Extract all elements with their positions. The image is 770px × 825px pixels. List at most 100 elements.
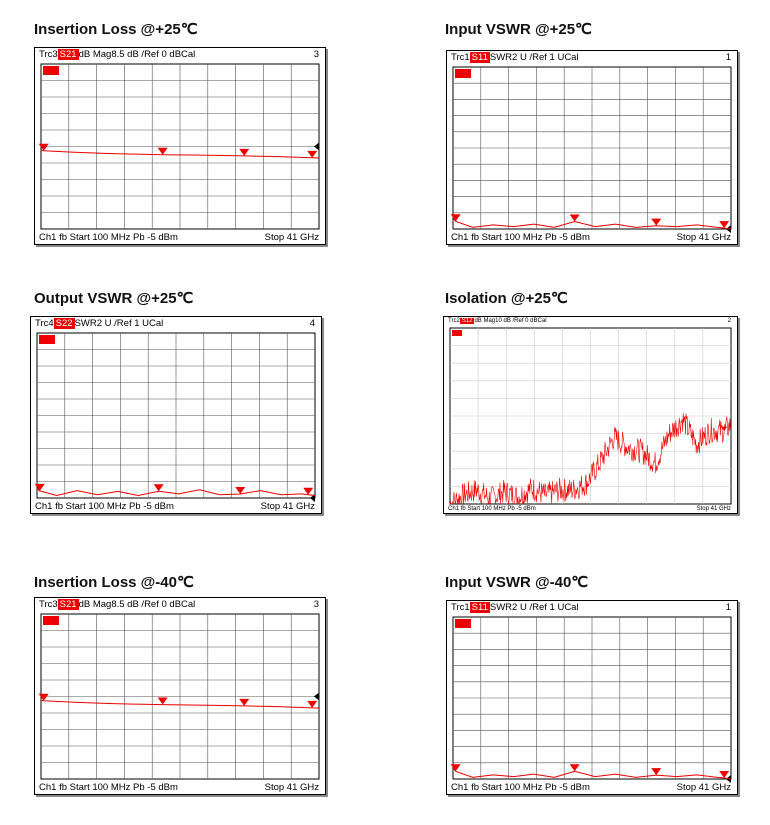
trace-footer: Ch1 fb Start 100 MHz Pb -5 dBm [39, 232, 178, 243]
scale-label: 8.5 dB / [111, 599, 145, 610]
channel-number: 3 [313, 49, 319, 60]
trace-marker [153, 484, 164, 492]
trace-marker [239, 148, 250, 156]
channel-number: 2 [727, 318, 731, 324]
power-label: -5 dBm [147, 232, 178, 243]
channel-label: Ch1 [39, 232, 57, 243]
cal-label: Cal [564, 52, 579, 63]
active-trace-tag [39, 335, 55, 344]
pb-label: Pb [545, 782, 557, 793]
stop-frequency: Stop 41 GHz [264, 782, 319, 793]
trace-line [449, 412, 732, 506]
trace-header: Trc3 S21 dB Mag 8.5 dB / Ref 0 dB Cal [39, 49, 195, 63]
trace-line [40, 699, 320, 709]
stop-frequency: Stop 41 GHz [676, 232, 731, 243]
power-label: -5 dBm [147, 782, 178, 793]
power-label: -5 dBm [559, 782, 590, 793]
pb-label: Pb [129, 501, 141, 512]
trace-footer: Ch1 fb Start 100 MHz Pb -5 dBm [451, 232, 590, 243]
trace-footer: Ch1 fb Start 100 MHz Pb -5 dBm [448, 506, 536, 512]
active-trace-tag [455, 69, 471, 78]
trace-line [452, 767, 732, 780]
ref-label: Ref 0 dB [144, 599, 182, 610]
param-tag: S22 [53, 318, 75, 329]
plot-area [450, 616, 732, 783]
trace-marker [569, 764, 580, 772]
trace-marker [157, 147, 168, 155]
fb-label: fb [59, 782, 68, 793]
stop-frequency: Stop 41 GHz [260, 501, 315, 512]
power-label: -5 dBm [143, 501, 174, 512]
fb-label: fb [471, 782, 480, 793]
format-label: dB Mag [78, 49, 112, 60]
cal-label: Cal [181, 599, 196, 610]
channel-label: Ch1 [451, 232, 469, 243]
analyzer-screen: Trc3 S21 dB Mag 8.5 dB / Ref 0 dB Cal 3 Ch… [34, 597, 326, 795]
trace-name: Trc1 [451, 602, 470, 613]
trace-marker [38, 143, 49, 151]
trace-marker [719, 770, 730, 778]
cal-label: Cal [149, 318, 164, 329]
analyzer-screen: Trc4 S22 SWR 2 U / Ref 1 U Cal 4 Ch1 fb St… [30, 316, 322, 514]
trace-marker [307, 700, 318, 708]
scale-label: 10 dB / [495, 318, 515, 324]
trace-name: Trc4 [35, 318, 54, 329]
cal-label: Cal [564, 602, 579, 613]
analyzer-screen: Trc1 S11 SWR 2 U / Ref 1 U Cal 1 Ch1 fb St… [446, 600, 738, 795]
param-tag: S12 [459, 318, 475, 324]
trace-marker [569, 214, 580, 222]
trace-header: Trc2 S12 dB Mag 10 dB / Ref 0 dB Cal [448, 318, 547, 332]
cal-label: Cal [181, 49, 196, 60]
start-frequency: Start 100 MHz [481, 232, 543, 243]
trace-footer: Ch1 fb Start 100 MHz Pb -5 dBm [451, 782, 590, 793]
chart-title: Insertion Loss @+25℃ [34, 21, 198, 38]
ref-label: Ref 0 dB [144, 49, 182, 60]
ref-level-arrow [314, 692, 319, 701]
ref-label: Ref 1 U [532, 602, 565, 613]
stop-frequency: Stop 41 GHz [264, 232, 319, 243]
format-label: SWR [489, 52, 513, 63]
trace-header: Trc4 S22 SWR 2 U / Ref 1 U Cal [35, 318, 163, 332]
channel-label: Ch1 [451, 782, 469, 793]
channel-label: Ch1 [448, 506, 460, 512]
active-trace-tag [43, 616, 59, 625]
scale-label: 2 U / [512, 602, 533, 613]
power-label: -5 dBm [516, 506, 536, 512]
chart-title: Input VSWR @-40℃ [445, 574, 589, 591]
trace-line [452, 217, 732, 230]
start-frequency: Start 100 MHz [481, 782, 543, 793]
trace-marker [651, 218, 662, 226]
trace-marker [307, 150, 318, 158]
chart-title: Insertion Loss @-40℃ [34, 574, 194, 591]
trace-marker [157, 697, 168, 705]
channel-number: 3 [313, 599, 319, 610]
stop-frequency: Stop 41 GHz [696, 506, 731, 512]
plot-area [38, 613, 320, 780]
cal-label: Cal [537, 318, 547, 324]
trace-footer: Ch1 fb Start 100 MHz Pb -5 dBm [39, 782, 178, 793]
channel-number: 1 [725, 602, 731, 613]
ref-label: Ref 1 U [116, 318, 150, 329]
param-tag: S11 [469, 602, 490, 613]
power-label: -5 dBm [559, 232, 590, 243]
scale-label: 2 U / [96, 318, 117, 329]
chart-title: Output VSWR @+25℃ [34, 290, 194, 307]
fb-label: fb [460, 506, 466, 512]
ref-label: Ref 0 dB [514, 318, 538, 324]
scale-label: 2 U / [512, 52, 533, 63]
format-label: SWR [489, 602, 513, 613]
channel-label: Ch1 [35, 501, 53, 512]
pb-label: Pb [507, 506, 515, 512]
active-trace-tag [43, 66, 59, 75]
plot-area [38, 63, 320, 230]
ref-level-arrow [310, 494, 315, 502]
active-trace-tag [455, 619, 471, 628]
stop-frequency: Stop 41 GHz [676, 782, 731, 793]
pb-label: Pb [133, 782, 145, 793]
start-frequency: Start 100 MHz [467, 506, 506, 512]
plot-area [450, 66, 732, 233]
trace-marker [235, 486, 246, 494]
start-frequency: Start 100 MHz [69, 782, 131, 793]
channel-number: 4 [309, 318, 315, 329]
trace-header: Trc1 S11 SWR 2 U / Ref 1 U Cal [451, 52, 579, 66]
